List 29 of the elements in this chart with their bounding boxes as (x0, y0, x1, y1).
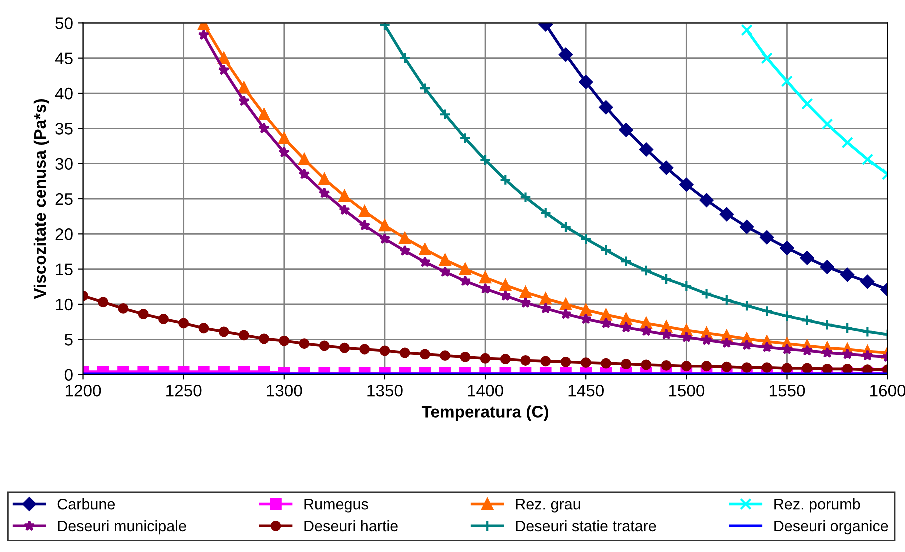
x-tick-label: 1250 (166, 384, 202, 397)
x-tick-label: 1350 (368, 384, 403, 397)
legend-label: Deseuri municipale (58, 520, 186, 535)
legend-label: Carbune (58, 498, 116, 510)
y-tick-label: 40 (55, 88, 73, 100)
legend-label: Rez. grau (516, 499, 580, 513)
legend-label: Deseuri hartie (304, 520, 398, 532)
x-tick-label: 1550 (770, 384, 806, 397)
x-axis-title: Temperatura (C) (422, 406, 548, 422)
y-tick-label: 0 (64, 369, 73, 382)
legend-label: Rez. porumb (774, 498, 860, 513)
y-tick-label: 5 (64, 334, 73, 346)
legend-label: Rumegus (304, 499, 368, 513)
y-tick-label: 10 (56, 298, 73, 311)
y-tick-label: 50 (56, 18, 73, 30)
x-tick-label: 1300 (267, 384, 302, 397)
y-axis-title: Viscozitate cenusa (Pa*s) (34, 99, 50, 300)
x-tick-label: 1200 (66, 384, 102, 397)
legend-label: Deseuri statie tratare (516, 520, 656, 532)
y-tick-label: 30 (56, 158, 73, 170)
y-tick-label: 35 (56, 123, 73, 135)
x-tick-label: 1450 (568, 384, 604, 397)
x-tick-label: 1400 (468, 384, 504, 397)
y-tick-label: 25 (56, 193, 73, 206)
y-tick-label: 15 (56, 264, 73, 276)
x-tick-label: 1500 (669, 384, 705, 397)
legend-label: Deseuri organice (774, 520, 888, 535)
y-tick-label: 45 (55, 52, 73, 65)
y-tick-label: 20 (56, 228, 73, 240)
